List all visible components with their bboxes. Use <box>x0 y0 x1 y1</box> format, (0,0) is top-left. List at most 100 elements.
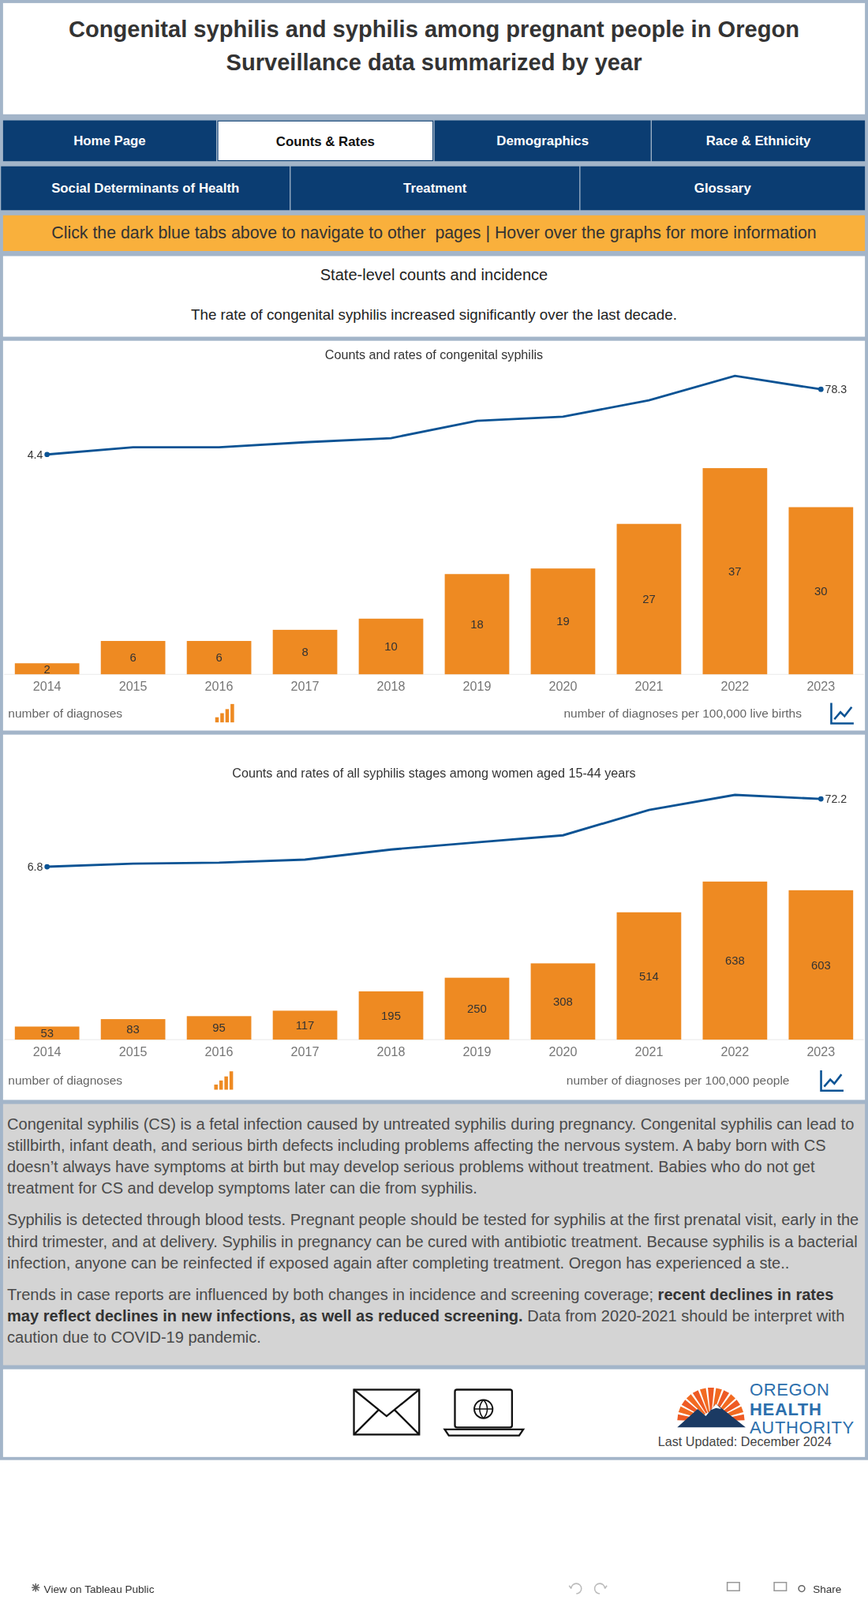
end-point <box>818 796 824 802</box>
bar <box>273 1010 338 1040</box>
plot <box>14 794 854 1040</box>
legend-icon <box>830 703 854 724</box>
plot <box>14 375 854 674</box>
banner: Click the dark blue tabs above to naviga… <box>3 215 865 251</box>
end-point <box>818 386 824 393</box>
bar <box>445 977 510 1041</box>
data-label: 195 <box>381 1009 401 1022</box>
page: Congenital syphilis and syphilis among p… <box>0 0 868 1600</box>
data-label: 8 <box>301 645 308 659</box>
logo-text: OREGON <box>749 1380 831 1400</box>
series-name: number of diagnoses per 100,000 people <box>566 1073 790 1087</box>
line <box>47 794 822 867</box>
line-label: 72.2 <box>825 792 848 805</box>
data-label: 95 <box>212 1021 226 1034</box>
data-label: 18 <box>470 617 484 631</box>
bar <box>187 640 252 674</box>
logo-text: HEALTH <box>749 1399 822 1419</box>
tab[interactable]: Demographics <box>434 120 651 162</box>
x-tick-label: 2014 <box>33 678 62 693</box>
x-tick-label: 2019 <box>463 1043 492 1059</box>
header: Congenital syphilis and syphilis among p… <box>3 3 865 115</box>
x-tick-label: 2020 <box>548 678 577 693</box>
x-tick-label: 2017 <box>291 1043 320 1059</box>
series-name: number of diagnoses per 100,000 live bir… <box>563 706 802 720</box>
series-name: number of diagnoses <box>7 706 123 720</box>
x-tick-label: 2015 <box>119 678 148 693</box>
bar <box>531 568 596 674</box>
tab[interactable]: Glossary <box>579 166 865 211</box>
tableau-icon <box>31 1582 40 1591</box>
data-label: 514 <box>639 969 659 983</box>
fullscreen-icon <box>774 1582 787 1591</box>
x-tick-label: 2019 <box>463 678 492 693</box>
x-tick-label: 2022 <box>720 678 749 693</box>
data-label: 83 <box>126 1022 140 1036</box>
data-label: 603 <box>811 958 831 972</box>
x-tick-label: 2017 <box>291 678 320 693</box>
bar <box>445 573 510 674</box>
legend-icon <box>213 1084 218 1089</box>
globe-icon <box>474 1399 493 1418</box>
data-label: 250 <box>467 1002 487 1015</box>
tab[interactable]: Home Page <box>3 120 217 162</box>
data-label: 2 <box>44 662 51 676</box>
x-tick-label: 2023 <box>806 678 835 693</box>
bar <box>101 1018 166 1040</box>
section-title: State-level counts and incidence <box>3 265 865 286</box>
description: Congenital syphilis (CS) is a fetal infe… <box>3 1103 865 1366</box>
bar <box>703 881 768 1040</box>
toolbar-share[interactable]: Share <box>812 1582 842 1596</box>
bar <box>101 640 166 674</box>
data-label: 308 <box>553 995 573 1008</box>
data-label: 638 <box>725 954 745 967</box>
x-tick-label: 2015 <box>119 1043 148 1059</box>
section-subtitle: The rate of congenital syphilis increase… <box>3 303 865 325</box>
bar <box>359 618 424 675</box>
line-label: 78.3 <box>825 382 848 396</box>
x-tick-label: 2018 <box>377 678 406 693</box>
series-name: number of diagnoses <box>7 1073 123 1087</box>
last-updated: Last Updated: December 2024 <box>658 1432 832 1450</box>
legend-icon <box>225 708 230 723</box>
tab[interactable]: Social Determinants of Health <box>0 166 290 211</box>
data-label: 27 <box>642 592 656 606</box>
line <box>47 375 822 455</box>
data-label: 19 <box>556 614 570 628</box>
chart-title: Counts and rates of congenital syphilis <box>325 347 543 362</box>
end-point <box>44 864 50 870</box>
data-label: 10 <box>384 639 398 653</box>
section: State-level counts and incidence The rate… <box>3 255 865 337</box>
legend-icon <box>230 703 235 723</box>
bar <box>14 1026 80 1041</box>
tab[interactable]: Counts & Rates <box>217 120 434 162</box>
toolbar-link[interactable]: View on Tableau Public <box>44 1582 155 1596</box>
title: Congenital syphilis and syphilis among p… <box>3 14 865 44</box>
data-label: 53 <box>40 1026 54 1040</box>
legend-icon <box>229 1070 234 1089</box>
data-label: 6 <box>129 651 136 664</box>
legend-icon <box>224 1076 229 1090</box>
labels: 26681018192737304.478.3 <box>27 382 848 675</box>
envelope-icon[interactable] <box>354 1389 420 1435</box>
logo-ray <box>699 1387 710 1412</box>
x-tick-label: 2014 <box>33 1043 62 1059</box>
text: Trends in case reports are influenced by… <box>7 1285 659 1303</box>
legend-icon <box>215 717 220 723</box>
bar <box>531 962 596 1040</box>
data-label: 30 <box>814 584 828 598</box>
share-icon <box>798 1585 805 1592</box>
laptop-icon[interactable] <box>454 1389 512 1428</box>
tab[interactable]: Treatment <box>290 166 580 211</box>
data-label: 117 <box>295 1018 315 1032</box>
line-label: 4.4 <box>27 448 44 461</box>
envelope-icon <box>354 1389 420 1435</box>
tab[interactable]: Race & Ethnicity <box>651 120 865 162</box>
bar <box>788 507 854 675</box>
subtitle: Surveillance data summarized by year <box>3 48 865 78</box>
labels: 5383951171952503085146386036.872.2 <box>27 792 848 1040</box>
legend-icon <box>823 1073 842 1087</box>
data-label: 37 <box>728 564 742 578</box>
logo-mountain <box>677 1403 746 1428</box>
x-tick-label: 2016 <box>205 1043 234 1059</box>
